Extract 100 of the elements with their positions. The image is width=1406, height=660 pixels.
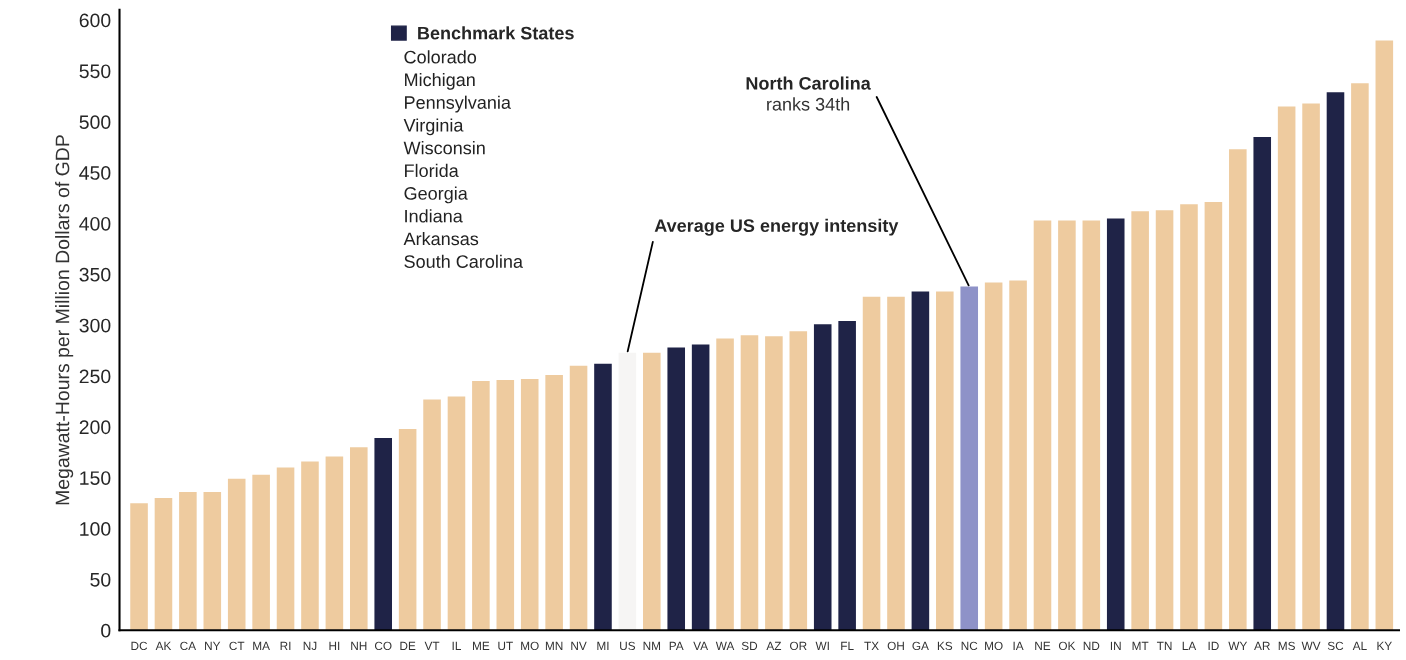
bar bbox=[838, 321, 856, 631]
bar bbox=[813, 324, 832, 631]
bar bbox=[1058, 220, 1076, 631]
bar bbox=[179, 491, 197, 631]
bar bbox=[130, 503, 148, 631]
annotation: Average US energy intensity bbox=[654, 218, 899, 236]
bar bbox=[643, 352, 661, 631]
legend-label: Benchmark States bbox=[418, 26, 574, 40]
y-tick-label: 600 bbox=[79, 13, 111, 28]
x-tick-label: NM bbox=[643, 641, 661, 650]
x-tick-label: RI bbox=[280, 641, 291, 650]
x-tick-label: OH bbox=[887, 641, 904, 651]
bar bbox=[1253, 137, 1272, 631]
bar bbox=[301, 461, 319, 631]
x-tick-label: MT bbox=[1132, 641, 1149, 650]
bar bbox=[1204, 202, 1223, 631]
bar bbox=[545, 375, 563, 631]
y-tick-label: 0 bbox=[101, 623, 111, 638]
x-tick-label: MO bbox=[521, 641, 539, 651]
x-tick-label: AL bbox=[1352, 641, 1367, 650]
x-tick-label: CA bbox=[180, 641, 197, 651]
bar bbox=[1302, 103, 1320, 631]
x-tick-label: ME bbox=[473, 641, 490, 650]
bar bbox=[325, 456, 344, 631]
bar bbox=[252, 474, 270, 631]
y-tick-label: 350 bbox=[79, 267, 111, 282]
x-tick-label: TN bbox=[1156, 641, 1172, 650]
x-tick-label: ND bbox=[1083, 641, 1100, 650]
bar bbox=[1009, 280, 1027, 631]
y-tick-label: 500 bbox=[79, 115, 111, 130]
x-tick-label: NC bbox=[961, 641, 978, 651]
bar bbox=[1155, 210, 1174, 631]
x-tick-label: IA bbox=[1013, 641, 1024, 650]
bar bbox=[1180, 204, 1198, 631]
y-tick-label: 50 bbox=[90, 572, 111, 587]
bar bbox=[520, 379, 539, 631]
x-tick-label: AK bbox=[155, 641, 172, 650]
bar bbox=[887, 296, 905, 631]
bar bbox=[1131, 211, 1149, 631]
bar bbox=[789, 331, 808, 631]
x-tick-label: LA bbox=[1182, 641, 1197, 650]
x-tick-label: MI bbox=[597, 641, 609, 650]
x-tick-label: CO bbox=[374, 641, 392, 651]
bar bbox=[472, 381, 490, 631]
x-tick-label: NE bbox=[1035, 641, 1051, 650]
bar bbox=[1106, 218, 1125, 631]
y-axis-title: Megawatt-Hours per Million Dollars of GDP bbox=[55, 135, 74, 505]
x-tick-label: KY bbox=[1377, 641, 1392, 650]
x-tick-label: MN bbox=[545, 641, 563, 650]
x-tick-label: SD bbox=[741, 641, 758, 651]
bar bbox=[1229, 149, 1247, 631]
y-tick-label: 250 bbox=[79, 369, 111, 384]
y-tick-label: 450 bbox=[79, 166, 111, 180]
bar bbox=[1033, 220, 1052, 631]
x-tick-label: GA bbox=[912, 641, 929, 651]
y-tick-label: 100 bbox=[80, 522, 111, 536]
bar bbox=[423, 399, 441, 631]
bar bbox=[765, 336, 783, 631]
x-tick-label: MO bbox=[985, 641, 1003, 651]
x-tick-label: IL bbox=[452, 641, 461, 650]
x-tick-label: NV bbox=[571, 641, 587, 650]
y-tick-label: 400 bbox=[79, 216, 111, 231]
x-tick-label: WI bbox=[815, 641, 829, 650]
x-tick-label: AR bbox=[1254, 641, 1270, 650]
bar bbox=[960, 286, 979, 631]
x-tick-label: PA bbox=[669, 641, 684, 650]
x-tick-label: DC bbox=[131, 641, 148, 651]
x-tick-label: NY bbox=[205, 641, 221, 650]
bar bbox=[1326, 92, 1345, 631]
bar bbox=[398, 428, 417, 631]
bar bbox=[203, 491, 222, 631]
y-tick-label: 550 bbox=[79, 64, 111, 79]
bar bbox=[1082, 220, 1101, 631]
x-tick-label: NJ bbox=[303, 641, 317, 651]
y-tick-label: 200 bbox=[79, 420, 111, 435]
x-tick-label: OK bbox=[1058, 641, 1076, 651]
bar bbox=[569, 365, 588, 631]
bar bbox=[1351, 83, 1369, 631]
y-tick-label: 150 bbox=[80, 471, 111, 485]
bar bbox=[350, 447, 368, 631]
bar bbox=[1375, 40, 1394, 631]
bar bbox=[911, 291, 930, 631]
bar bbox=[740, 335, 759, 631]
x-tick-label: KS bbox=[937, 641, 953, 651]
x-tick-label: WV bbox=[1301, 641, 1321, 650]
x-tick-label: CT bbox=[229, 641, 245, 651]
bar bbox=[1277, 106, 1296, 631]
x-tick-label: MS bbox=[1278, 641, 1295, 651]
x-tick-label: WY bbox=[1228, 641, 1248, 650]
bar bbox=[154, 498, 173, 631]
x-tick-label: VT bbox=[424, 641, 440, 650]
text: Colorado Michigan Pennsylvania Virginia Wisconsin Florida Georgia Indiana Arkansas South Carolina bbox=[403, 50, 523, 268]
annotation: North Carolina ranks 34th bbox=[746, 76, 871, 111]
bar bbox=[716, 338, 734, 631]
bar bbox=[618, 352, 637, 631]
bar bbox=[496, 380, 515, 631]
x-tick-label: NH bbox=[351, 641, 367, 650]
bar bbox=[594, 363, 612, 631]
bar bbox=[984, 282, 1003, 631]
bar bbox=[227, 478, 246, 631]
